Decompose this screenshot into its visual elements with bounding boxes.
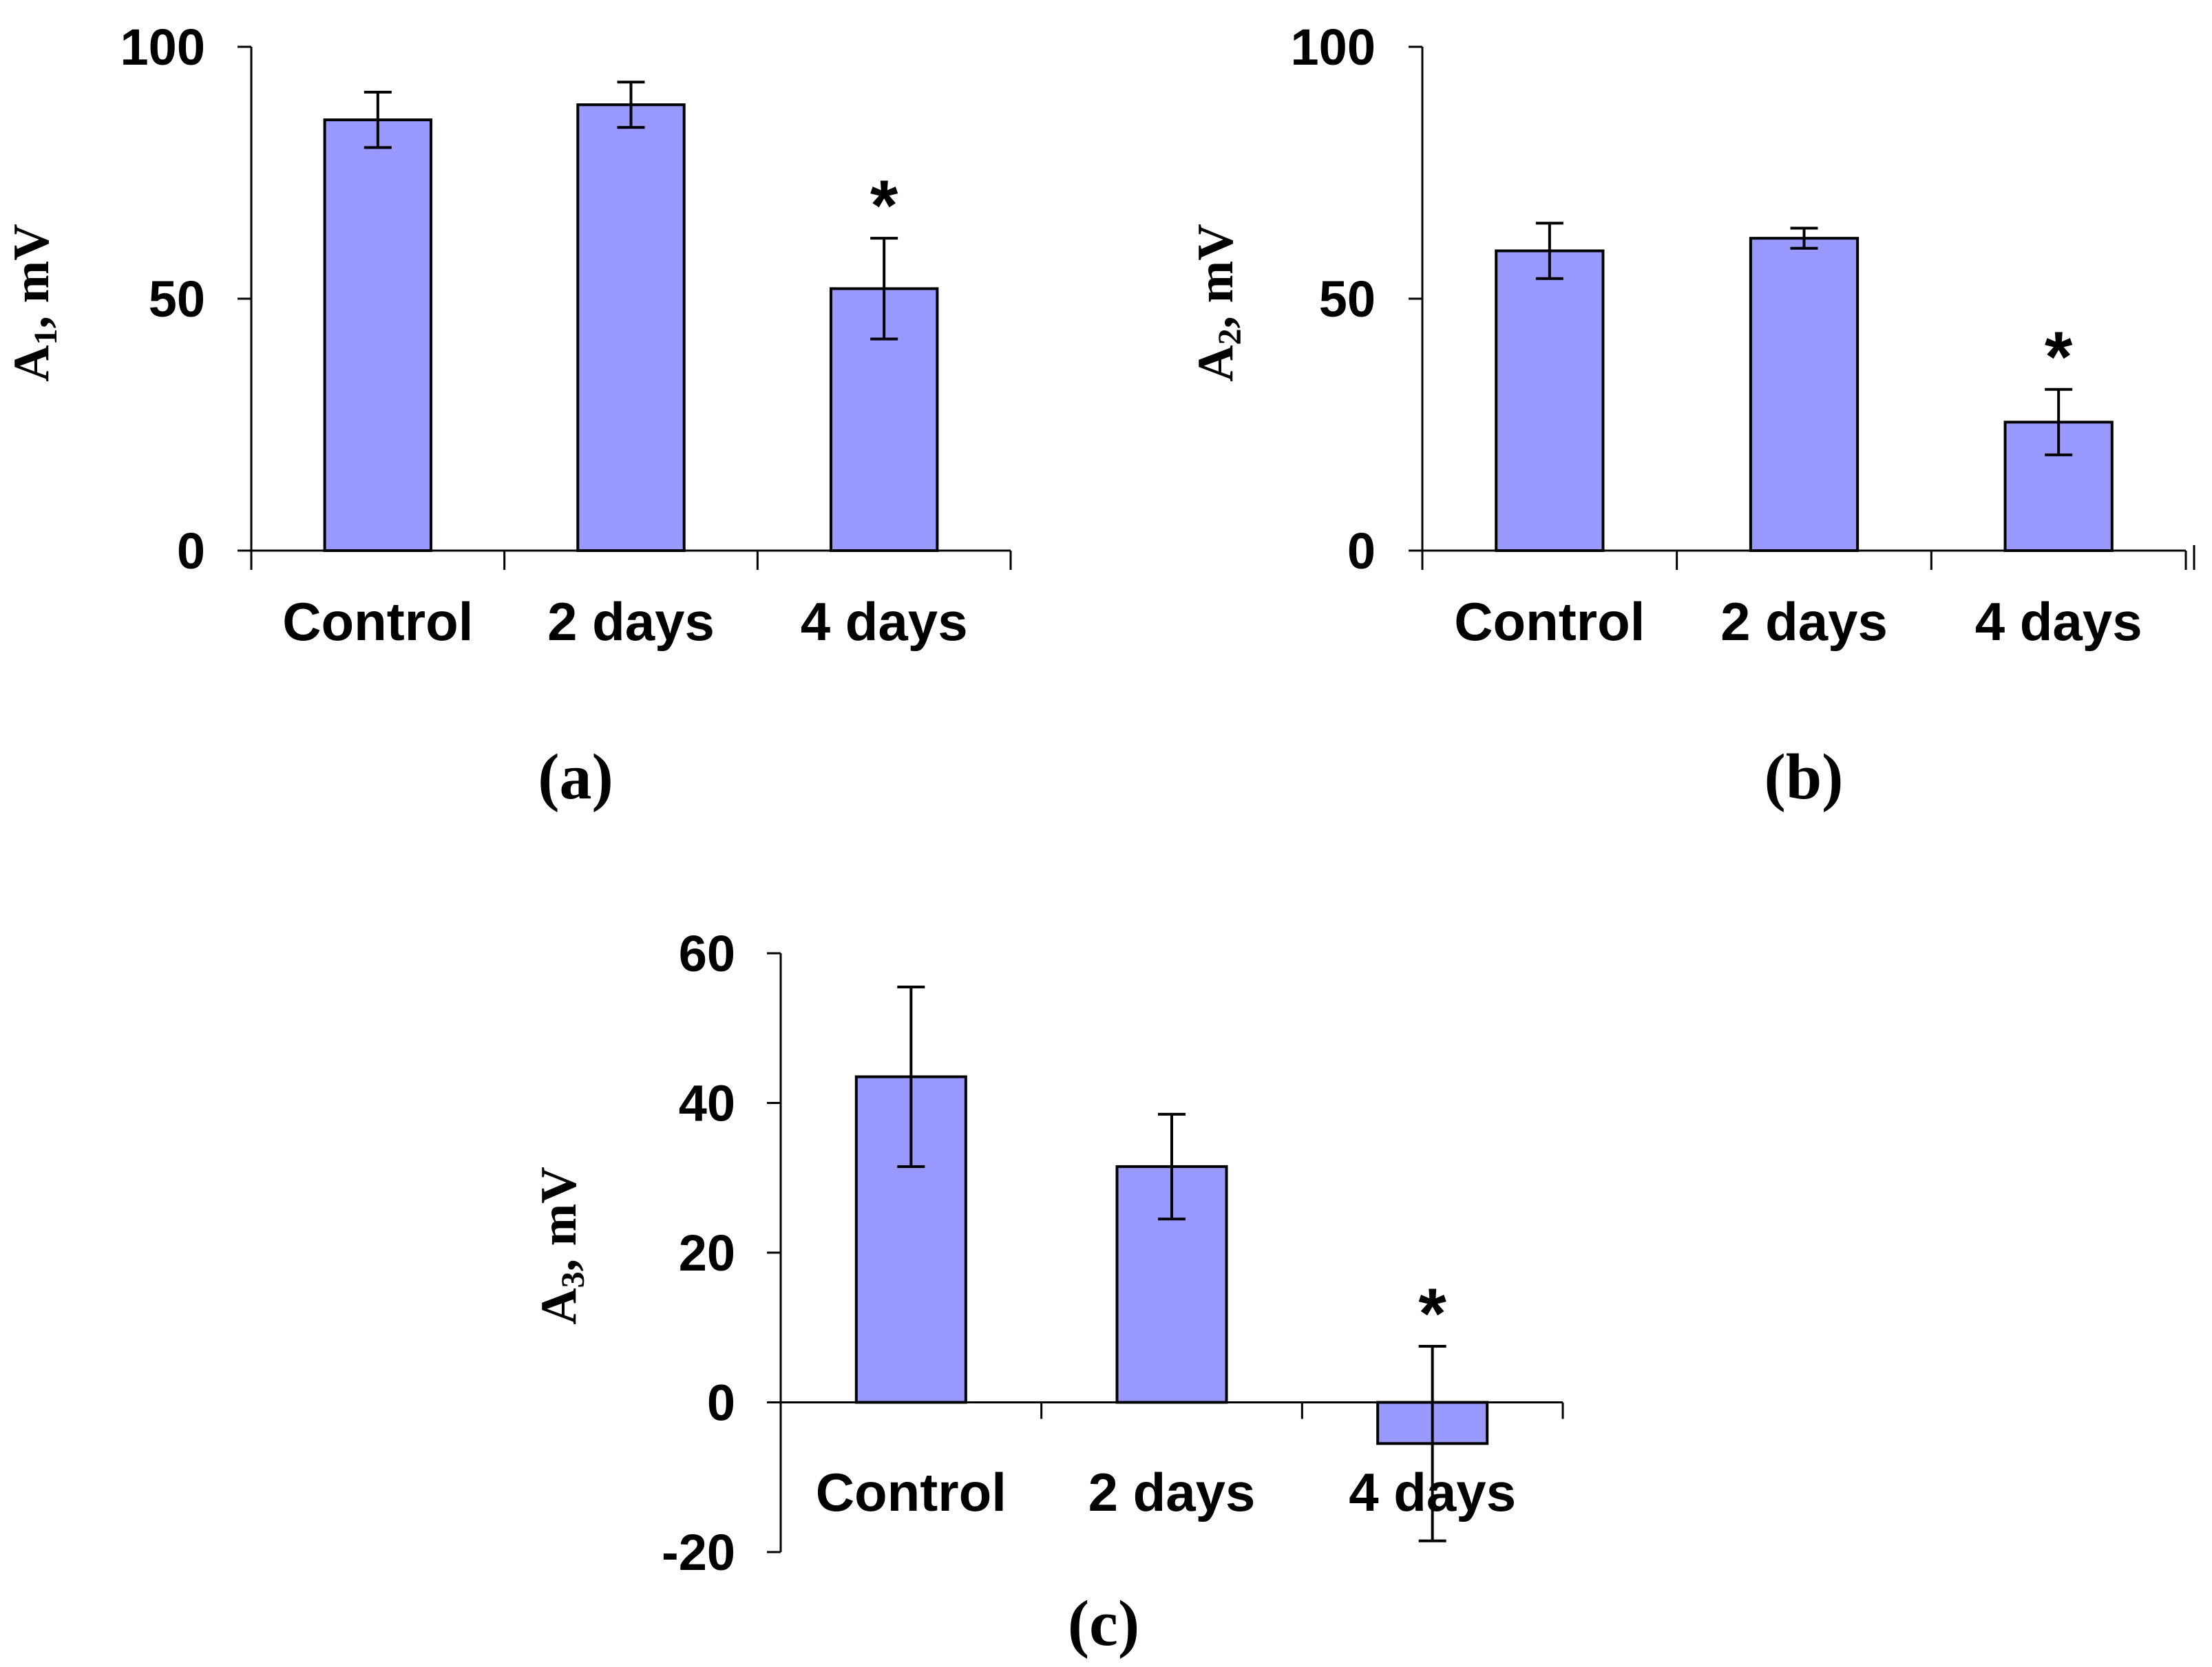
x-category-label: 4 days [801, 591, 968, 652]
y-tick-label: 0 [707, 1374, 735, 1432]
bar [576, 103, 686, 552]
panel-label: (a) [538, 741, 613, 813]
y-tick-label: 40 [679, 1075, 735, 1132]
chart-b: 0 50 100 Control 2 days * 4 days A2, mV (b) [1188, 19, 2195, 813]
chart-c: -20 0 20 40 60 Control 2 days * 4 days A3, mV (c) [531, 925, 1564, 1659]
y-axis-label: A3, mV [531, 1167, 591, 1325]
bar [1749, 237, 1860, 552]
bar [323, 118, 433, 552]
x-category-label: Control [282, 591, 473, 652]
chart-a: 0 50 100 Control 2 days * 4 days A1, mV (a) [3, 19, 1012, 813]
panel-label: (b) [1765, 741, 1844, 813]
x-category-label: 2 days [1720, 591, 1888, 652]
bar [854, 1075, 967, 1404]
significance-marker: * [870, 166, 898, 246]
y-tick-label: 50 [149, 270, 205, 328]
y-tick-label: -20 [662, 1524, 735, 1581]
x-category-label: Control [1454, 591, 1645, 652]
y-tick-label: 100 [1291, 19, 1376, 76]
y-tick-label: 50 [1319, 270, 1376, 328]
panel-label: (c) [1068, 1588, 1139, 1659]
x-category-label: 4 days [1975, 591, 2142, 652]
y-tick-label: 0 [1347, 522, 1376, 580]
y-tick-label: 60 [679, 925, 735, 982]
y-axis-label: A1, mV [3, 224, 64, 382]
y-tick-label: 100 [120, 19, 205, 76]
x-category-label: 2 days [1088, 1462, 1256, 1522]
bar [1495, 249, 1605, 552]
x-category-label: Control [816, 1462, 1007, 1522]
x-category-label: 4 days [1349, 1462, 1516, 1522]
y-axis-label: A2, mV [1188, 224, 1248, 382]
significance-marker: * [1418, 1274, 1446, 1354]
y-tick-label: 0 [177, 522, 205, 580]
y-tick-label: 20 [679, 1224, 735, 1282]
x-category-label: 2 days [547, 591, 715, 652]
significance-marker: * [2045, 317, 2073, 397]
